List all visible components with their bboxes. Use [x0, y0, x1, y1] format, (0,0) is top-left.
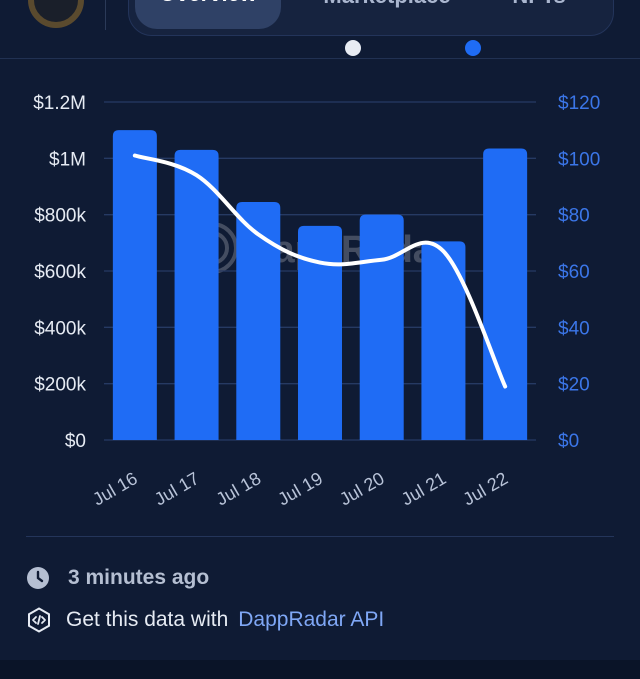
legend-line-swatch[interactable] — [345, 40, 361, 56]
code-icon — [28, 607, 50, 633]
separator — [26, 536, 614, 537]
legend-bar-swatch[interactable] — [465, 40, 481, 56]
last-updated-row: 3 minutes ago — [26, 563, 209, 593]
dappradar-api-link[interactable]: DappRadar API — [238, 608, 385, 631]
left-tick-label: $400k — [34, 318, 86, 339]
x-tick-label: Jul 20 — [336, 468, 388, 509]
chart-legend — [0, 38, 640, 68]
x-tick-label: Jul 21 — [398, 468, 450, 509]
bar[interactable] — [112, 130, 157, 440]
x-tick-label: Jul 22 — [460, 468, 512, 509]
bar[interactable] — [421, 241, 466, 440]
bottom-band — [0, 660, 640, 679]
x-axis: Jul 16 Jul 17 Jul 18 Jul 19 Jul 20 Jul 21 Jul … — [89, 468, 511, 509]
left-tick-label: $1M — [49, 149, 86, 170]
tab-nfts[interactable]: NFTs — [489, 0, 589, 31]
left-tick-label: $200k — [34, 375, 86, 396]
left-tick-label: $0 — [65, 431, 86, 452]
line-series — [132, 153, 508, 389]
right-axis: $0 $20 $40 $60 $80 $100 $120 — [558, 93, 600, 452]
right-tick-label: $120 — [558, 93, 600, 114]
tab-bar: Overview Marketplace NFTs — [128, 0, 614, 36]
left-tick-label: $600k — [34, 262, 86, 283]
bar[interactable] — [359, 214, 404, 440]
right-tick-label: $80 — [558, 206, 590, 227]
dapp-logo[interactable] — [28, 0, 84, 28]
x-tick-label: Jul 17 — [151, 468, 203, 509]
bar[interactable] — [483, 148, 528, 440]
bar[interactable] — [174, 149, 219, 440]
bars — [112, 130, 528, 440]
last-updated-text: 3 minutes ago — [68, 566, 210, 589]
right-tick-label: $100 — [558, 149, 600, 170]
bar[interactable] — [236, 201, 281, 440]
api-prefix-text: Get this data with — [66, 608, 229, 631]
top-bar: Overview Marketplace NFTs — [0, 0, 640, 59]
line-path[interactable] — [132, 153, 508, 389]
chart-area: DappRadar $0 $200k $400k $600k $800k $1M $1.2M… — [0, 60, 640, 520]
right-tick-label: $60 — [558, 262, 590, 283]
left-tick-label: $1.2M — [33, 93, 86, 114]
right-tick-label: $40 — [558, 318, 590, 339]
x-tick-label: Jul 18 — [213, 468, 265, 509]
right-tick-label: $20 — [558, 375, 590, 396]
tab-marketplace[interactable]: Marketplace — [307, 0, 467, 31]
right-tick-label: $0 — [558, 431, 579, 452]
api-row: Get this data with DappRadar API — [26, 605, 384, 635]
x-tick-label: Jul 19 — [274, 468, 326, 509]
clock-icon — [27, 567, 49, 589]
x-tick-label: Jul 16 — [89, 468, 141, 509]
top-divider — [105, 0, 106, 30]
left-tick-label: $800k — [34, 206, 86, 227]
bar[interactable] — [298, 225, 342, 440]
chart: DappRadar $0$200k$400k$600k$800k$1M$1.2M… — [33, 93, 600, 509]
tab-overview[interactable]: Overview — [135, 0, 281, 29]
left-axis: $0 $200k $400k $600k $800k $1M $1.2M — [33, 93, 86, 452]
